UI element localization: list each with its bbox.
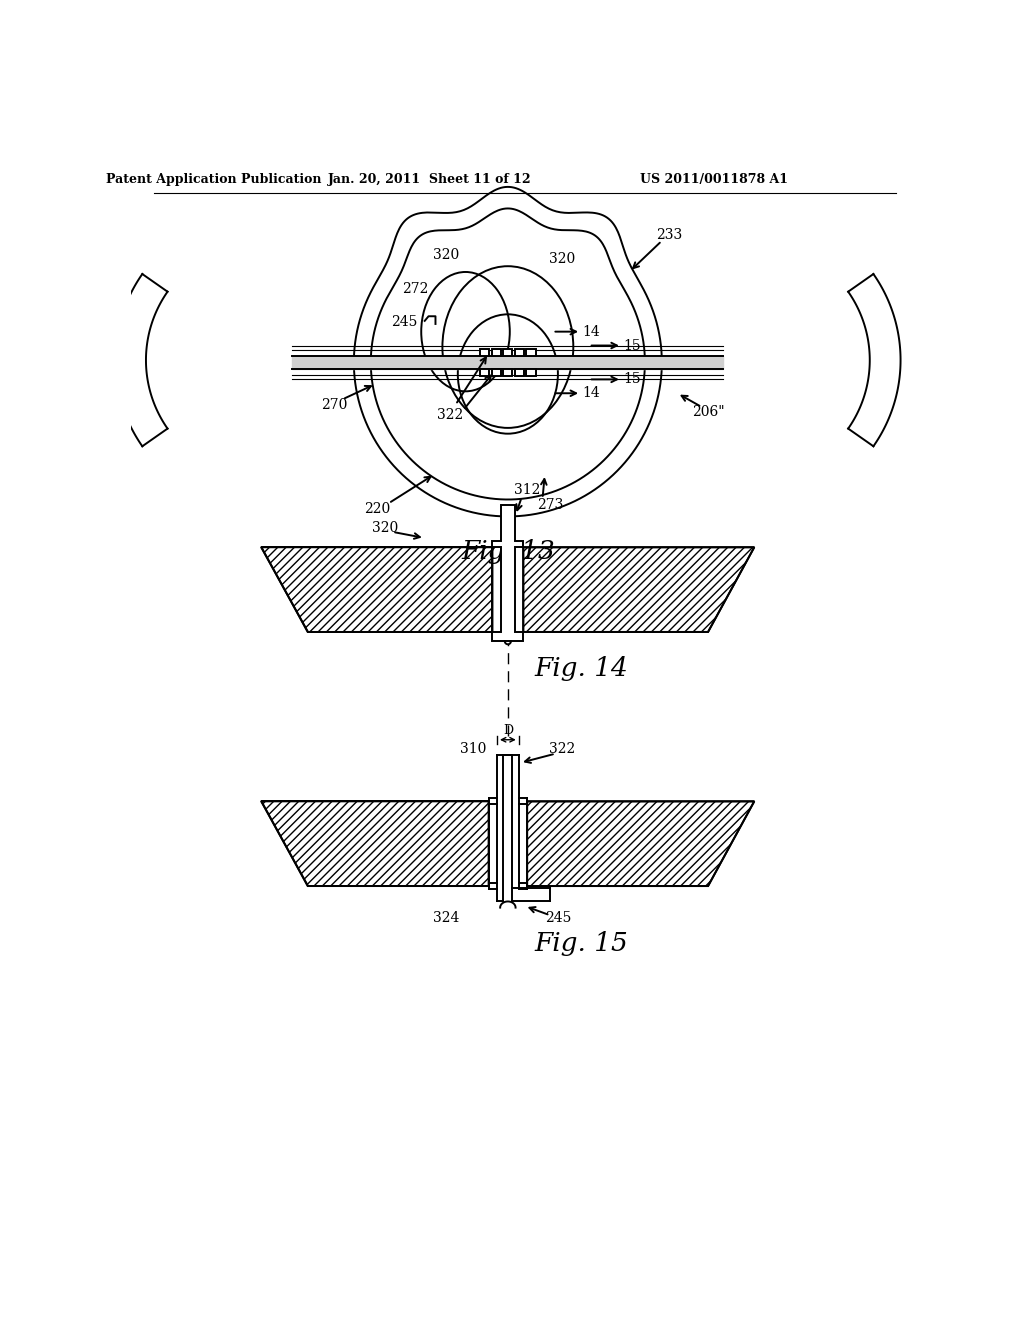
Bar	[492, 368, 501, 376]
Bar	[515, 368, 524, 376]
Text: 14: 14	[583, 325, 600, 339]
Text: US 2011/0011878 A1: US 2011/0011878 A1	[640, 173, 788, 186]
Text: 320: 320	[372, 521, 397, 535]
Text: 310: 310	[460, 742, 486, 756]
Text: Fig. 15: Fig. 15	[535, 932, 628, 956]
Text: 273: 273	[537, 498, 563, 512]
Text: 320: 320	[433, 248, 460, 261]
Text: Patent Application Publication: Patent Application Publication	[105, 173, 322, 186]
Text: 15: 15	[624, 372, 641, 387]
Bar	[503, 755, 512, 801]
Polygon shape	[261, 548, 493, 632]
Bar	[492, 348, 501, 356]
Polygon shape	[527, 801, 755, 886]
Bar	[526, 348, 536, 356]
Bar	[526, 368, 536, 376]
Text: 233: 233	[656, 228, 683, 243]
Text: 322: 322	[437, 408, 463, 422]
Polygon shape	[493, 506, 523, 642]
Text: Fig. 13: Fig. 13	[461, 539, 555, 564]
Text: Fig. 14: Fig. 14	[535, 656, 628, 681]
Bar	[515, 348, 524, 356]
Bar	[480, 348, 489, 356]
Bar	[503, 348, 512, 356]
Text: 14: 14	[583, 387, 600, 400]
Polygon shape	[523, 548, 755, 632]
Text: 220: 220	[364, 502, 390, 516]
Text: 272: 272	[402, 282, 429, 296]
Text: 322: 322	[549, 742, 574, 756]
Polygon shape	[261, 801, 488, 886]
Text: 324: 324	[433, 911, 460, 925]
Text: 15: 15	[624, 338, 641, 352]
Text: Jan. 20, 2011  Sheet 11 of 12: Jan. 20, 2011 Sheet 11 of 12	[328, 173, 531, 186]
Text: 245: 245	[391, 315, 417, 330]
Text: 206": 206"	[692, 405, 724, 420]
Text: 312: 312	[514, 483, 541, 496]
Text: 270: 270	[322, 397, 348, 412]
Bar	[503, 368, 512, 376]
Text: 245: 245	[545, 911, 571, 925]
Text: D: D	[503, 723, 513, 737]
Text: 320: 320	[549, 252, 574, 265]
Bar	[480, 368, 489, 376]
Bar	[503, 801, 512, 886]
